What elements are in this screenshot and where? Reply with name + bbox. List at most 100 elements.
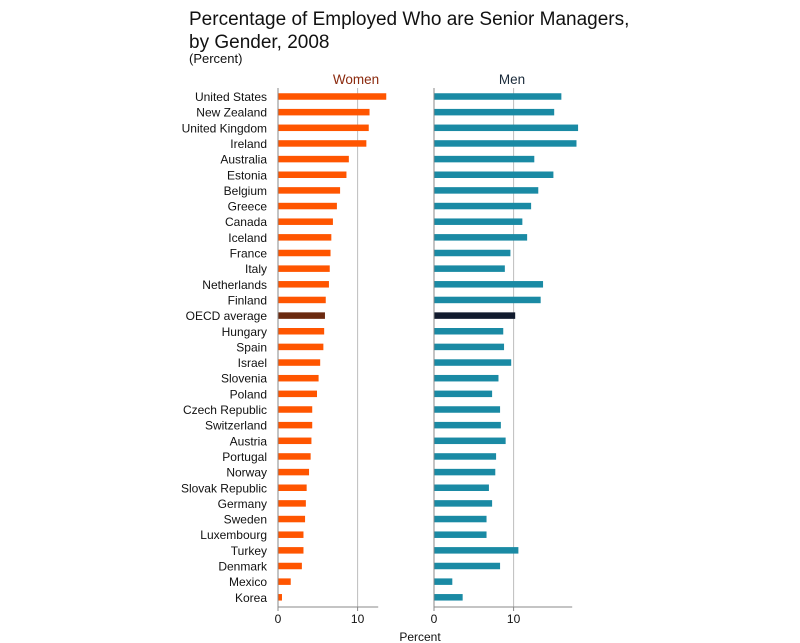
men-bar-united-states: [434, 93, 562, 100]
women-bar-france: [278, 249, 331, 257]
x-axis-label: Percent: [399, 630, 441, 643]
chart-title-line-1: Percentage of Employed Who are Senior Ma…: [189, 9, 630, 30]
category-label-netherlands: Netherlands: [202, 278, 267, 292]
men-bar-sweden: [434, 515, 487, 523]
women-bar-finland: [278, 296, 326, 304]
category-label-sweden: Sweden: [224, 513, 267, 527]
men-bar-france: [434, 249, 511, 257]
women-panel-label: Women: [333, 72, 379, 87]
women-bar-iceland: [278, 234, 332, 241]
category-label-israel: Israel: [238, 356, 267, 370]
women-bar-sweden: [278, 515, 306, 523]
women-bar-estonia: [278, 171, 347, 178]
category-label-estonia: Estonia: [227, 168, 267, 182]
men-bar-greece: [434, 202, 532, 210]
category-label-new-zealand: New Zealand: [196, 106, 267, 120]
category-label-austria: Austria: [230, 434, 268, 448]
category-label-spain: Spain: [236, 340, 267, 354]
women-bar-poland: [278, 390, 318, 398]
women-bar-switzerland: [278, 421, 313, 429]
men-bar-portugal: [434, 453, 497, 460]
men-bar-korea: [434, 594, 463, 601]
women-bar-new-zealand: [278, 108, 370, 116]
women-bar-czech-republic: [278, 406, 313, 413]
category-label-luxembourg: Luxembourg: [200, 528, 267, 542]
women-bar-korea: [278, 594, 282, 601]
men-bar-new-zealand: [434, 108, 555, 116]
category-label-belgium: Belgium: [224, 184, 267, 198]
men-bar-czech-republic: [434, 406, 501, 413]
men-bar-austria: [434, 437, 506, 445]
category-label-portugal: Portugal: [222, 450, 267, 464]
men-bar-spain: [434, 343, 505, 351]
women-bar-belgium: [278, 187, 341, 194]
category-label-oecd-average: OECD average: [186, 309, 268, 323]
women-bar-slovenia: [278, 374, 319, 382]
category-label-united-kingdom: United Kingdom: [182, 121, 267, 135]
category-label-italy: Italy: [245, 262, 267, 276]
men-bar-turkey: [434, 547, 519, 554]
men-bar-netherlands: [434, 281, 544, 288]
men-bar-denmark: [434, 562, 501, 570]
men-bar-finland: [434, 296, 541, 304]
women-bar-turkey: [278, 547, 304, 554]
chart-title-line-2: by Gender, 2008: [189, 32, 330, 53]
men-bar-estonia: [434, 171, 554, 178]
men-bar-iceland: [434, 234, 528, 241]
category-label-united-states: United States: [195, 90, 267, 104]
women-bar-slovak-republic: [278, 484, 307, 491]
category-label-australia: Australia: [220, 153, 267, 167]
women-bar-netherlands: [278, 281, 329, 288]
women-bar-united-kingdom: [278, 124, 369, 132]
men-bar-canada: [434, 218, 523, 225]
men-bar-italy: [434, 265, 505, 272]
women-bar-hungary: [278, 328, 325, 335]
category-label-iceland: Iceland: [228, 231, 267, 245]
women-bar-greece: [278, 202, 337, 210]
men-bar-poland: [434, 390, 493, 398]
men-bar-germany: [434, 500, 493, 507]
men-bar-luxembourg: [434, 531, 487, 538]
women-bar-oecd-average: [278, 312, 325, 319]
men-bar-israel: [434, 359, 512, 366]
chart-title: Percentage of Employed Who are Senior Ma…: [189, 8, 629, 54]
women-bar-portugal: [278, 453, 311, 460]
women-bar-austria: [278, 437, 312, 445]
men-bar-hungary: [434, 328, 504, 335]
men-bar-oecd-average: [434, 312, 516, 319]
category-label-slovenia: Slovenia: [221, 372, 267, 386]
category-label-canada: Canada: [225, 215, 267, 229]
men-bar-slovenia: [434, 374, 499, 382]
women-bar-australia: [278, 155, 349, 163]
category-label-denmark: Denmark: [218, 560, 268, 574]
men-panel-label: Men: [499, 72, 525, 87]
women-bar-denmark: [278, 562, 302, 570]
men-x-tick-label-10: 10: [507, 612, 521, 626]
category-label-greece: Greece: [228, 200, 268, 214]
men-bar-norway: [434, 468, 496, 476]
women-bar-germany: [278, 500, 306, 507]
category-label-czech-republic: Czech Republic: [183, 403, 267, 417]
category-label-germany: Germany: [218, 497, 267, 511]
women-bar-spain: [278, 343, 324, 351]
category-label-ireland: Ireland: [230, 137, 267, 151]
chart-subtitle: (Percent): [189, 51, 243, 66]
women-x-tick-label-0: 0: [275, 612, 282, 626]
category-label-norway: Norway: [226, 466, 267, 480]
women-bar-united-states: [278, 93, 387, 100]
category-label-france: France: [230, 247, 268, 261]
category-label-slovak-republic: Slovak Republic: [181, 481, 267, 495]
women-bar-italy: [278, 265, 330, 272]
category-label-hungary: Hungary: [222, 325, 267, 339]
men-bar-mexico: [434, 578, 453, 585]
category-label-turkey: Turkey: [231, 544, 267, 558]
women-bar-ireland: [278, 140, 367, 147]
women-bar-israel: [278, 359, 321, 366]
men-bar-united-kingdom: [434, 124, 579, 132]
men-bar-ireland: [434, 140, 577, 147]
women-bar-luxembourg: [278, 531, 304, 538]
men-bar-switzerland: [434, 421, 501, 429]
women-bar-canada: [278, 218, 333, 225]
women-x-tick-label-10: 10: [351, 612, 365, 626]
